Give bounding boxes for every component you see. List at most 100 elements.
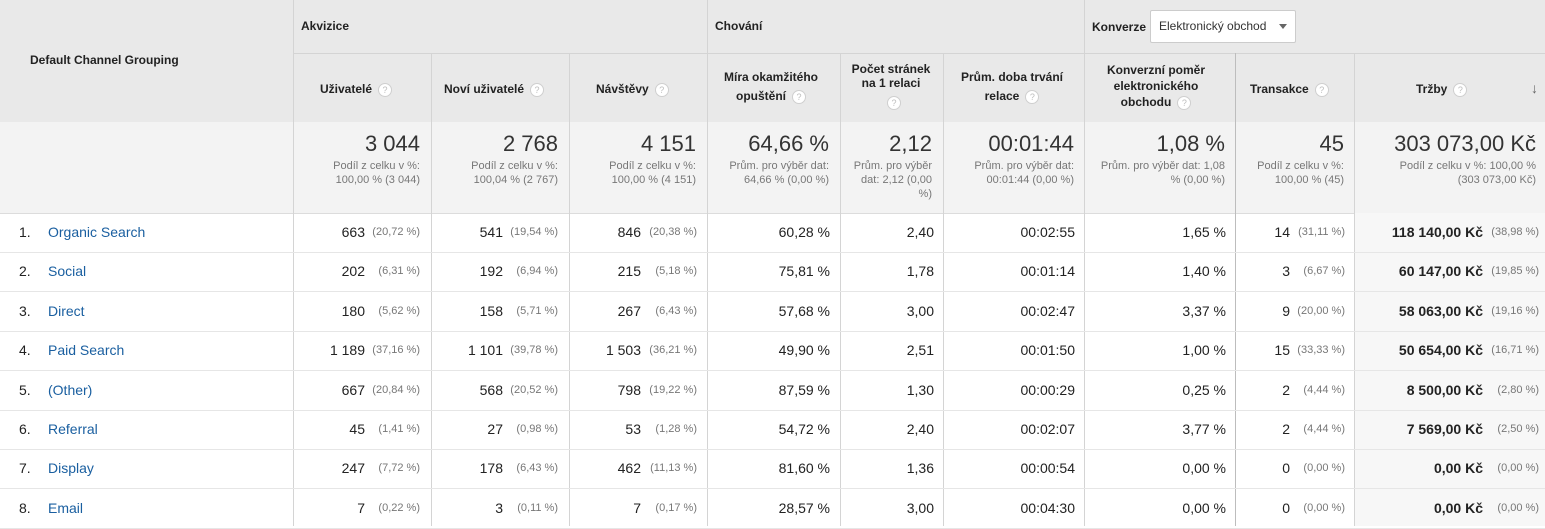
help-icon[interactable]: ? bbox=[1453, 82, 1468, 97]
transactions-share: (4,44 %) bbox=[1303, 383, 1345, 396]
visits-share: (19,22 %) bbox=[649, 383, 697, 396]
divider bbox=[943, 53, 944, 526]
divider bbox=[293, 53, 1545, 54]
channel-link[interactable]: (Other) bbox=[48, 381, 93, 398]
conversion-select-value: Elektronický obchod bbox=[1159, 19, 1267, 33]
revenue-share: (0,00 %) bbox=[1497, 462, 1539, 475]
channel-link[interactable]: Social bbox=[48, 263, 87, 280]
total-conversion: 1,08 % bbox=[1156, 131, 1226, 156]
pages-value: 3,00 bbox=[906, 302, 934, 319]
dimension-header[interactable]: Default Channel Grouping bbox=[30, 53, 179, 67]
new-users-value: 568 bbox=[479, 381, 503, 398]
sort-descending-icon[interactable]: ↓ bbox=[1531, 80, 1538, 96]
row-index: 6. bbox=[19, 421, 31, 437]
total-transactions: 45 bbox=[1319, 131, 1344, 156]
col-revenue[interactable]: Tržby? bbox=[1416, 80, 1468, 99]
channel-link[interactable]: Direct bbox=[48, 302, 85, 319]
channel-link[interactable]: Email bbox=[48, 499, 84, 516]
help-icon[interactable]: ? bbox=[654, 82, 669, 97]
help-icon[interactable]: ? bbox=[792, 89, 806, 104]
pages-value: 2,51 bbox=[906, 342, 934, 359]
help-icon[interactable]: ? bbox=[1177, 95, 1192, 110]
help-icon[interactable]: ? bbox=[1314, 82, 1329, 97]
visits-share: (1,28 %) bbox=[655, 423, 697, 435]
col-transactions[interactable]: Transakce? bbox=[1250, 80, 1329, 99]
table-row: 4. Paid Search 1 189 (37,16 %) 1 101 (39,78 %… bbox=[0, 331, 1545, 372]
group-acquisition: Akvizice bbox=[301, 19, 350, 33]
row-index: 7. bbox=[19, 460, 31, 477]
visits-share: (36,21 %) bbox=[649, 344, 697, 357]
help-icon[interactable]: ? bbox=[887, 96, 901, 110]
visits-value: 267 bbox=[617, 302, 641, 319]
transactions-value: 9 bbox=[1282, 302, 1290, 319]
divider bbox=[707, 0, 708, 526]
col-ecommerce-conversion[interactable]: Konverzní poměr elektronického obchodu? bbox=[1106, 63, 1205, 110]
group-conversion: Konverze bbox=[1092, 20, 1147, 34]
help-icon[interactable]: ? bbox=[530, 82, 545, 97]
row-index: 5. bbox=[19, 381, 31, 398]
users-value: 247 bbox=[341, 460, 365, 477]
col-bounce-rate[interactable]: Míra okamžitého opuštění? bbox=[723, 70, 819, 104]
transactions-value: 0 bbox=[1282, 460, 1290, 477]
revenue-value: 0,00 Kč bbox=[1433, 499, 1483, 516]
visits-share: (11,13 %) bbox=[650, 462, 697, 475]
duration-value: 00:04:30 bbox=[1020, 499, 1076, 516]
total-visits: 4 151 bbox=[640, 131, 696, 156]
table-row: 8. Email 7 (0,22 %) 3 (0,11 %) 7 (0,17 %) 28,57 … bbox=[0, 489, 1545, 529]
col-new-users[interactable]: Noví uživatelé? bbox=[444, 80, 545, 99]
help-icon[interactable]: ? bbox=[378, 82, 393, 97]
new-users-share: (39,78 %) bbox=[510, 344, 558, 357]
duration-value: 00:02:55 bbox=[1020, 224, 1076, 240]
new-users-value: 27 bbox=[487, 421, 503, 437]
visits-value: 846 bbox=[617, 224, 641, 240]
bounce-value: 54,72 % bbox=[778, 421, 830, 437]
divider bbox=[569, 53, 570, 526]
users-share: (1,41 %) bbox=[378, 423, 420, 435]
col-visits[interactable]: Návštěvy? bbox=[596, 80, 669, 99]
channel-link[interactable]: Display bbox=[48, 460, 94, 477]
transactions-value: 15 bbox=[1274, 342, 1290, 359]
total-revenue: 303 073,00 Kč bbox=[1394, 131, 1536, 156]
duration-value: 00:00:54 bbox=[1020, 460, 1076, 477]
revenue-value: 7 569,00 Kč bbox=[1406, 421, 1483, 437]
conversion-select[interactable]: Elektronický obchod bbox=[1150, 10, 1296, 43]
table-row: 5. (Other) 667 (20,84 %) 568 (20,52 %) 798 (19,… bbox=[0, 371, 1545, 411]
chevron-down-icon bbox=[1279, 24, 1287, 29]
duration-value: 00:01:14 bbox=[1020, 263, 1076, 280]
transactions-value: 0 bbox=[1282, 499, 1290, 516]
total-new-users-sub: Podíl z celku v %: 100,04 % (2 767) bbox=[471, 160, 558, 186]
transactions-share: (0,00 %) bbox=[1303, 501, 1345, 514]
col-avg-session-duration[interactable]: Prům. doba trvání relace? bbox=[960, 70, 1064, 104]
visits-share: (20,38 %) bbox=[649, 226, 697, 238]
new-users-value: 3 bbox=[495, 499, 503, 516]
row-index: 4. bbox=[19, 342, 31, 359]
total-transactions-sub: Podíl z celku v %: 100,00 % (45) bbox=[1257, 160, 1344, 186]
pages-value: 3,00 bbox=[906, 499, 934, 516]
table-row: 6. Referral 45 (1,41 %) 27 (0,98 %) 53 (1,28 %)… bbox=[0, 410, 1545, 450]
total-users-sub: Podíl z celku v %: 100,00 % (3 044) bbox=[333, 160, 420, 186]
channel-link[interactable]: Paid Search bbox=[48, 342, 125, 359]
duration-value: 00:00:29 bbox=[1020, 381, 1076, 398]
revenue-value: 58 063,00 Kč bbox=[1398, 302, 1483, 319]
new-users-value: 541 bbox=[479, 224, 503, 240]
transactions-share: (4,44 %) bbox=[1303, 423, 1345, 435]
bounce-value: 60,28 % bbox=[778, 224, 830, 240]
visits-share: (0,17 %) bbox=[655, 501, 697, 514]
conversion-value: 3,77 % bbox=[1182, 421, 1226, 437]
help-icon[interactable]: ? bbox=[1025, 89, 1040, 104]
channel-link[interactable]: Referral bbox=[48, 421, 98, 437]
total-conversion-sub: Prům. pro výběr dat: 1,08 % (0,00 %) bbox=[1100, 160, 1225, 186]
transactions-share: (6,67 %) bbox=[1303, 265, 1345, 278]
total-pages: 2,12 bbox=[889, 131, 932, 156]
divider bbox=[1084, 0, 1085, 526]
channel-link[interactable]: Organic Search bbox=[48, 224, 146, 240]
revenue-value: 60 147,00 Kč bbox=[1398, 263, 1483, 280]
col-pages-per-session[interactable]: Počet stránek na 1 relaci? bbox=[851, 62, 931, 110]
users-share: (5,62 %) bbox=[378, 304, 420, 317]
col-users[interactable]: Uživatelé? bbox=[320, 80, 393, 99]
table-row: 7. Display 247 (7,72 %) 178 (6,43 %) 462 (11,13… bbox=[0, 449, 1545, 490]
pages-value: 2,40 bbox=[906, 224, 934, 240]
revenue-share: (19,85 %) bbox=[1491, 265, 1539, 278]
users-value: 7 bbox=[357, 499, 365, 516]
